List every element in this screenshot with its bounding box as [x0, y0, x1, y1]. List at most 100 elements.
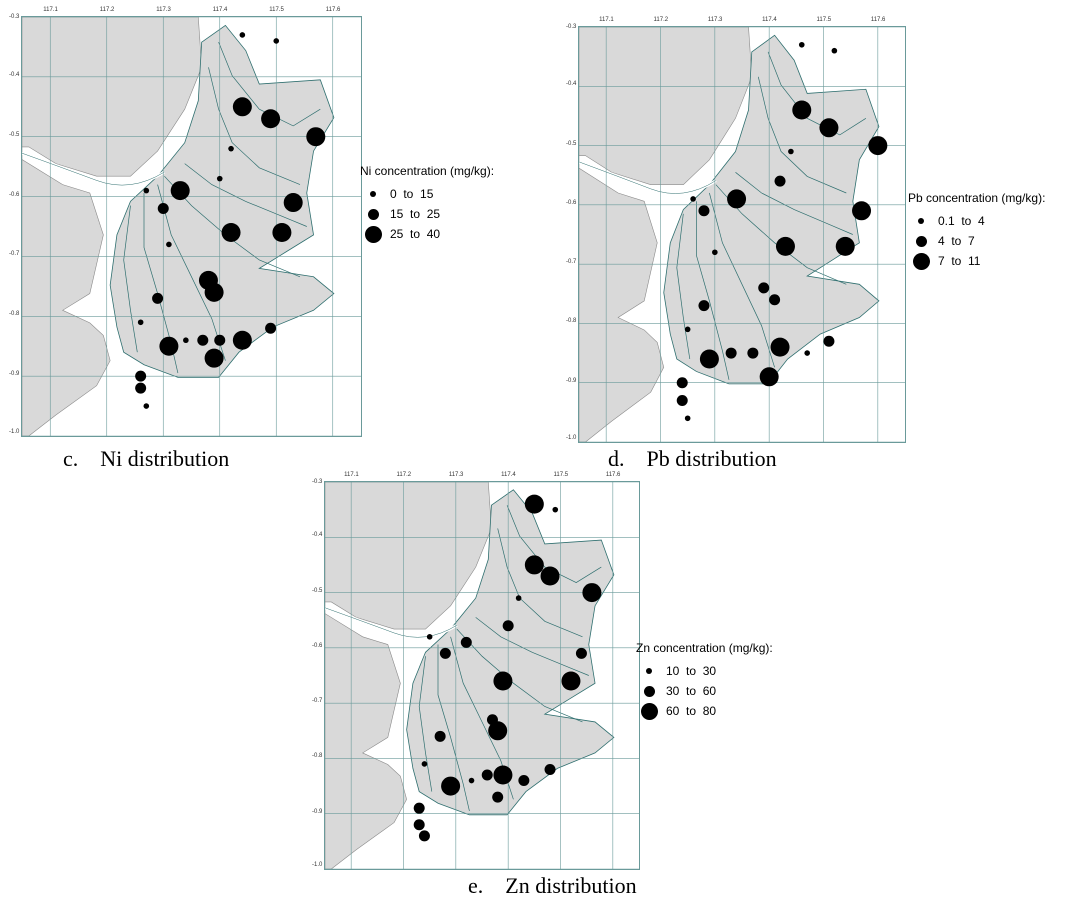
latitude-tick-label: -0.6 [566, 199, 577, 206]
zn-legend: Zn concentration (mg/kg): 10 to 30 30 to… [636, 641, 773, 721]
longitude-tick-label: 117.6 [325, 7, 341, 13]
distributary-channel [456, 628, 583, 723]
sample-point [460, 636, 472, 648]
sample-point [306, 127, 326, 147]
sample-point [488, 721, 508, 741]
longitude-tick-label: 117.6 [605, 472, 621, 478]
sample-point [197, 334, 209, 346]
mainland-area [22, 17, 202, 436]
latitude-tick-label: -0.4 [566, 81, 577, 88]
latitude-tick-label: -0.9 [566, 377, 577, 384]
zn-caption: e. Zn distribution [468, 873, 637, 898]
distributary-channel [157, 184, 226, 361]
sample-point [804, 350, 810, 356]
sample-point [421, 761, 428, 767]
latitude-tick-label: -0.6 [9, 191, 20, 198]
sample-point [684, 415, 691, 422]
latitude-tick-label: -0.7 [566, 259, 577, 266]
latitude-tick-label: -1.0 [9, 429, 20, 435]
latitude-tick-label: -0.5 [9, 131, 20, 138]
sample-point [775, 236, 795, 256]
sample-point [759, 367, 779, 387]
latitude-tick-label: -0.8 [9, 311, 20, 318]
sample-point [439, 647, 451, 659]
ni-legend-item-small: 0 to 15 [360, 184, 494, 204]
sample-point [261, 109, 281, 129]
sample-point [823, 335, 835, 347]
small-dot-icon [370, 191, 376, 197]
sample-point [774, 175, 786, 187]
pb-legend-range: 4 to 7 [938, 234, 975, 248]
sample-point [769, 294, 781, 306]
pb-legend-range: 0.1 to 4 [938, 214, 985, 228]
zn-legend-item-large: 60 to 80 [636, 701, 773, 721]
latitude-tick-label: -0.3 [566, 24, 577, 30]
sample-point [214, 334, 226, 346]
sample-point [441, 776, 461, 796]
longitude-tick-label: 117.4 [212, 7, 228, 13]
pb-legend: Pb concentration (mg/kg): 0.1 to 4 4 to … [908, 191, 1045, 271]
latitude-tick-label: -0.3 [9, 14, 20, 20]
latitude-tick-label: -0.5 [566, 140, 577, 147]
map-canvas [579, 27, 905, 442]
sample-point [758, 282, 770, 294]
pb-legend-title: Pb concentration (mg/kg): [908, 191, 1046, 205]
sample-point [552, 506, 559, 513]
longitude-tick-label: 117.6 [870, 17, 886, 23]
sample-point [492, 791, 504, 803]
sample-point [819, 118, 839, 138]
distributary-channel [767, 51, 867, 136]
sample-point [143, 403, 150, 409]
ni-caption: c. Ni distribution [63, 446, 230, 471]
river-bank [22, 152, 165, 186]
sample-point [770, 337, 790, 357]
latitude-tick-label: -1.0 [312, 862, 323, 868]
small-dot-icon [646, 668, 652, 674]
longitude-tick-label: 117.2 [99, 7, 115, 13]
sample-point [575, 647, 587, 659]
sample-point [676, 395, 688, 406]
sample-point [159, 336, 179, 356]
distributary-channel [475, 617, 589, 676]
latitude-tick-label: -0.9 [312, 808, 323, 815]
pb-caption: d. Pb distribution [608, 446, 777, 471]
distributary-channel [506, 505, 602, 583]
pb-legend-item-small: 0.1 to 4 [908, 211, 1045, 231]
sample-point [137, 319, 144, 326]
sample-point [135, 370, 147, 382]
ni-legend: Ni concentration (mg/kg): 0 to 15 15 to … [360, 164, 494, 244]
sample-point [540, 566, 560, 586]
sample-point [413, 802, 425, 814]
sample-point [698, 205, 710, 217]
ni-legend-range: 25 to 40 [390, 227, 441, 241]
longitude-tick-label: 117.3 [707, 17, 723, 23]
ni-legend-item-medium: 15 to 25 [360, 204, 494, 224]
sample-point [183, 337, 189, 344]
sample-point [690, 196, 696, 202]
sample-point [792, 100, 812, 120]
longitude-tick-label: 117.5 [553, 472, 569, 478]
ni-legend-range: 15 to 25 [390, 207, 441, 221]
sample-point [283, 193, 303, 213]
map-canvas [325, 482, 639, 869]
distributary-channel [709, 192, 775, 368]
sample-point [788, 148, 794, 155]
sample-point [232, 330, 252, 350]
longitude-tick-label: 117.1 [344, 472, 359, 478]
latitude-tick-label: -0.9 [9, 371, 20, 378]
pb-legend-item-medium: 4 to 7 [908, 231, 1045, 251]
sample-point [544, 763, 556, 775]
longitude-tick-label: 117.2 [396, 472, 412, 478]
distributary-channel [735, 172, 853, 235]
distributary-channel [437, 644, 470, 811]
sample-point [418, 830, 430, 842]
distributary-channel [208, 67, 301, 185]
medium-dot-icon [915, 235, 927, 247]
sample-point [204, 282, 224, 302]
sample-point [524, 494, 544, 514]
sample-point [426, 634, 433, 640]
ni-legend-range: 0 to 15 [390, 187, 434, 201]
longitude-tick-label: 117.4 [762, 17, 777, 23]
pb-legend-item-large: 7 to 11 [908, 251, 1045, 271]
sample-point [518, 775, 530, 787]
